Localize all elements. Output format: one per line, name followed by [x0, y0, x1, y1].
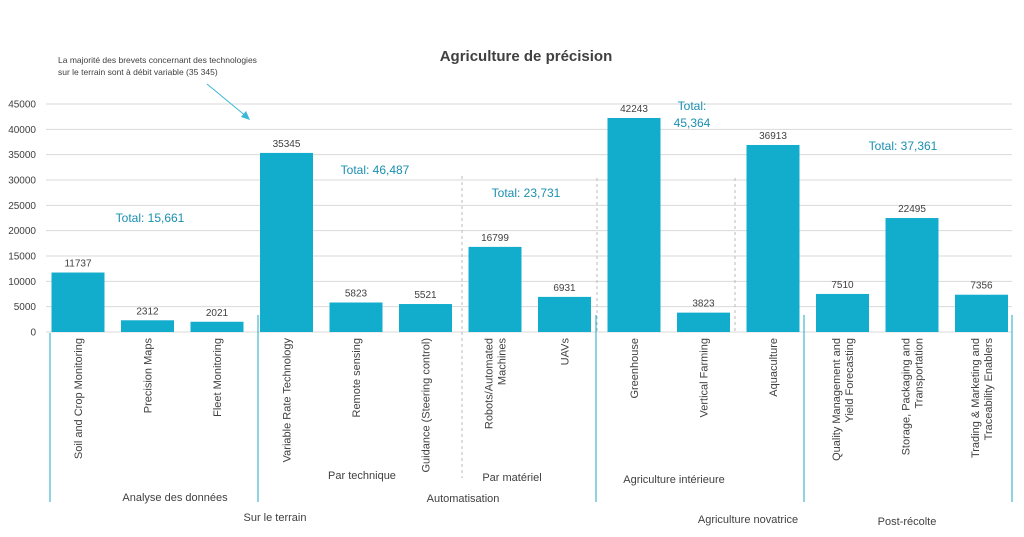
category-label: Soil and Crop Monitoring [73, 338, 85, 459]
bar [51, 272, 105, 332]
group-label: Automatisation [427, 493, 500, 505]
category-label: Storage, Packaging and [901, 338, 913, 455]
value-label: 42243 [620, 104, 648, 115]
bar [329, 302, 383, 332]
category-label: Robots/Automated [484, 338, 496, 429]
gridlines [46, 103, 1012, 333]
bar [399, 304, 452, 332]
category-label: Greenhouse [629, 338, 641, 399]
group-label: Agriculture intérieure [623, 474, 725, 486]
value-label: 35345 [273, 139, 301, 150]
value-labels: 11737 2312 2021 35345 5823 5521 16799 6931 42243… [64, 104, 993, 319]
chart-title: Agriculture de précision [440, 48, 613, 65]
y-tick-label: 0 [30, 328, 36, 339]
category-label: Machines [497, 338, 509, 386]
y-tick-label: 35000 [8, 150, 36, 161]
total-label: Total: 37,361 [869, 139, 938, 153]
bar [816, 293, 869, 332]
value-label: 5521 [414, 290, 437, 301]
category-label: Quality Management and [831, 338, 843, 461]
annotation-text: La majorité des brevets concernant des t… [58, 55, 257, 65]
category-label: Yield Forecasting [844, 338, 856, 423]
value-label: 3823 [692, 299, 715, 310]
group-labels: Analyse des données Par technique Par maté… [122, 470, 936, 528]
total-label: Total: [678, 99, 707, 113]
y-tick-label: 15000 [8, 252, 36, 263]
value-label: 2312 [136, 306, 159, 317]
bar [885, 218, 939, 332]
bar [746, 144, 800, 332]
value-label: 22495 [898, 204, 926, 215]
group-label: Par matériel [482, 472, 541, 484]
category-label: Fleet Monitoring [212, 338, 224, 417]
y-tick-label: 30000 [8, 176, 36, 187]
group-label: Par technique [328, 470, 396, 482]
value-label: 36913 [759, 131, 787, 142]
bars [51, 117, 1008, 332]
annotation-arrowhead [241, 111, 250, 120]
annotation-arrow [206, 83, 248, 118]
value-label: 7510 [831, 280, 854, 291]
total-label: Total: 23,731 [492, 186, 561, 200]
group-label: Agriculture novatrice [698, 514, 798, 526]
category-label: Trading & Marketing and [970, 338, 982, 458]
value-label: 16799 [481, 233, 509, 244]
y-tick-label: 40000 [8, 125, 36, 136]
y-axis-ticks: 0 5000 10000 15000 20000 25000 30000 35000 40000… [8, 100, 36, 339]
category-label: UAVs [560, 338, 572, 366]
value-label: 11737 [64, 259, 92, 270]
bar [677, 312, 730, 332]
group-label: Post-récolte [878, 516, 937, 528]
value-label: 2021 [206, 308, 229, 319]
category-label: Remote sensing [351, 338, 363, 418]
bar [607, 117, 661, 332]
group-label: Sur le terrain [244, 512, 307, 524]
bar [538, 296, 591, 332]
category-labels: Soil and Crop Monitoring Precision Maps Fl… [73, 338, 995, 473]
bar [260, 152, 313, 332]
total-labels: Total: 15,661 Total: 46,487 Total: 23,731 T… [116, 99, 938, 225]
annotation-text: sur le terrain sont à débit variable (35… [58, 67, 218, 77]
y-tick-label: 20000 [8, 226, 36, 237]
value-label: 5823 [345, 288, 368, 299]
category-label: Variable Rate Technology [282, 338, 294, 463]
total-label: Total: 46,487 [341, 163, 410, 177]
category-label: Traceability Enablers [983, 338, 995, 441]
group-separators [49, 176, 1013, 502]
bar [955, 294, 1008, 332]
group-label: Analyse des données [122, 492, 228, 504]
category-label: Guidance (Steering control) [421, 338, 433, 473]
annotation: La majorité des brevets concernant des t… [58, 55, 257, 120]
bar [190, 321, 244, 332]
category-label: Precision Maps [143, 338, 155, 414]
category-label: Transportation [914, 338, 926, 409]
bar [121, 320, 174, 332]
category-label: Vertical Farming [699, 338, 711, 417]
value-label: 7356 [970, 281, 993, 292]
total-label: Total: 15,661 [116, 211, 185, 225]
bar [468, 246, 522, 332]
y-tick-label: 45000 [8, 100, 36, 111]
total-label: 45,364 [674, 116, 711, 130]
y-tick-label: 10000 [8, 277, 36, 288]
y-tick-label: 25000 [8, 201, 36, 212]
value-label: 6931 [553, 283, 576, 294]
category-label: Aquaculture [768, 338, 780, 397]
y-tick-label: 5000 [14, 302, 37, 313]
